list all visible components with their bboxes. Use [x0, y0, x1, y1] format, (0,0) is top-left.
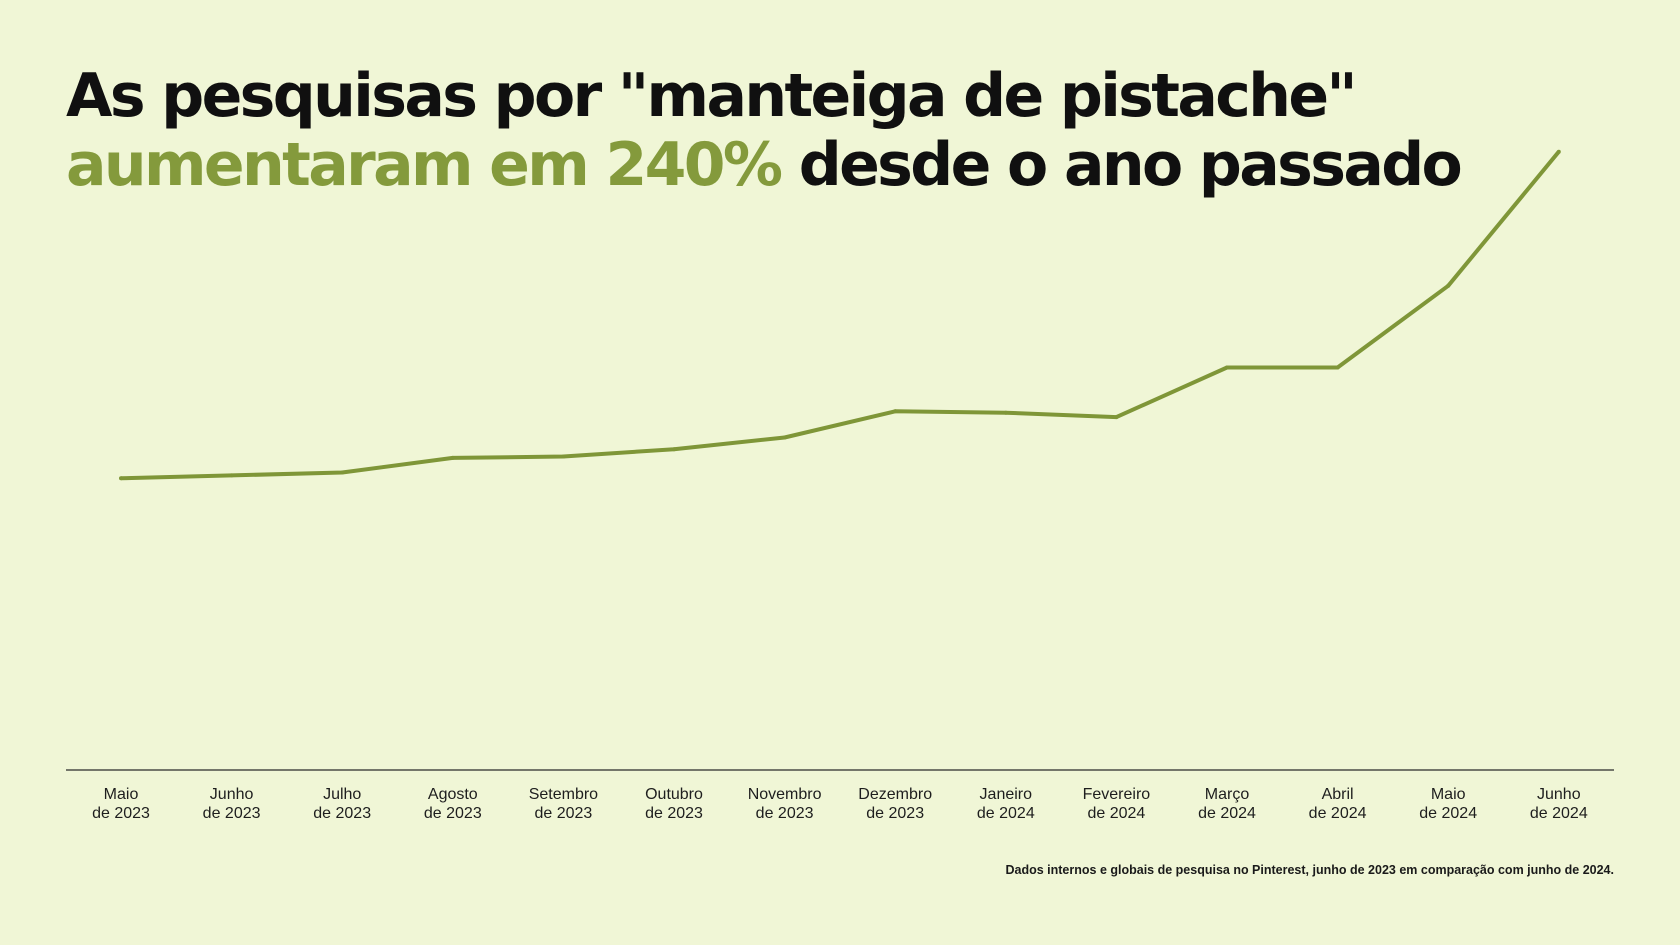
data-point: [672, 447, 676, 452]
data-point: [1446, 283, 1451, 288]
x-tick-year: de 2024: [1530, 805, 1588, 822]
x-tick-label: Junho de 2023: [203, 786, 261, 822]
data-point: [1556, 149, 1561, 154]
data-point: [119, 476, 123, 481]
x-tick-year: de 2023: [92, 805, 150, 822]
x-tick-year: de 2023: [756, 805, 814, 822]
x-tick-month: Março: [1205, 786, 1250, 803]
x-tick-year: de 2023: [534, 805, 592, 822]
chart-marks: [119, 149, 1561, 481]
x-tick-year: de 2024: [1419, 805, 1477, 822]
data-point: [1114, 415, 1119, 420]
data-point: [340, 470, 345, 475]
x-tick-label: Outubro de 2023: [645, 786, 703, 822]
x-tick-year: de 2023: [203, 805, 261, 822]
headline-line-2-rest: desde o ano passado: [780, 130, 1463, 200]
x-tick-year: de 2023: [866, 805, 924, 822]
data-point: [893, 409, 898, 414]
footnote: Dados internos e globais de pesquisa no …: [1005, 863, 1614, 877]
x-tick-month: Dezembro: [858, 786, 932, 803]
headline-line-1: As pesquisas por "manteiga de pistache": [66, 61, 1358, 131]
x-tick-month: Fevereiro: [1083, 786, 1151, 803]
x-tick-label: Agosto de 2023: [424, 786, 482, 822]
x-tick-label: Maio de 2023: [92, 786, 150, 822]
x-tick-year: de 2024: [1198, 805, 1256, 822]
x-tick-label: Novembro de 2023: [748, 786, 822, 822]
x-tick-year: de 2023: [313, 805, 371, 822]
x-tick-month: Abril: [1322, 786, 1354, 803]
data-point: [229, 473, 234, 478]
data-point: [561, 454, 566, 459]
x-tick-month: Agosto: [428, 786, 478, 803]
x-tick-month: Maio: [104, 786, 139, 803]
x-tick-label: Maio de 2024: [1419, 786, 1477, 822]
data-point: [1335, 365, 1340, 370]
x-tick-label: Janeiro de 2024: [977, 786, 1035, 822]
x-tick-month: Novembro: [748, 786, 822, 803]
x-tick-year: de 2023: [645, 805, 703, 822]
headline-highlight: aumentaram em 240%: [66, 130, 783, 200]
x-tick-label: Julho de 2023: [313, 786, 371, 822]
x-tick-year: de 2023: [424, 805, 482, 822]
x-tick-month: Janeiro: [980, 786, 1033, 803]
headline: As pesquisas por "manteiga de pistache" …: [66, 61, 1463, 200]
x-tick-month: Setembro: [529, 786, 598, 803]
x-tick-label: Fevereiro de 2024: [1083, 786, 1151, 822]
x-tick-month: Junho: [210, 786, 254, 803]
x-tick-label: Dezembro de 2023: [858, 786, 932, 822]
data-point: [1003, 410, 1008, 415]
x-tick-year: de 2024: [1309, 805, 1367, 822]
x-tick-label: Março de 2024: [1198, 786, 1256, 822]
x-tick-label: Abril de 2024: [1309, 786, 1367, 822]
x-tick-label: Setembro de 2023: [529, 786, 598, 822]
series-line-0: [120, 150, 1561, 481]
x-tick-month: Outubro: [645, 786, 703, 803]
x-tick-month: Junho: [1537, 786, 1581, 803]
x-tick-label: Junho de 2024: [1530, 786, 1588, 822]
x-tick-month: Julho: [323, 786, 361, 803]
x-tick-year: de 2024: [1087, 805, 1145, 822]
x-tick-month: Maio: [1431, 786, 1466, 803]
data-point: [450, 455, 455, 460]
x-tick-year: de 2024: [977, 805, 1035, 822]
data-point: [1225, 365, 1229, 370]
data-point: [782, 435, 787, 440]
